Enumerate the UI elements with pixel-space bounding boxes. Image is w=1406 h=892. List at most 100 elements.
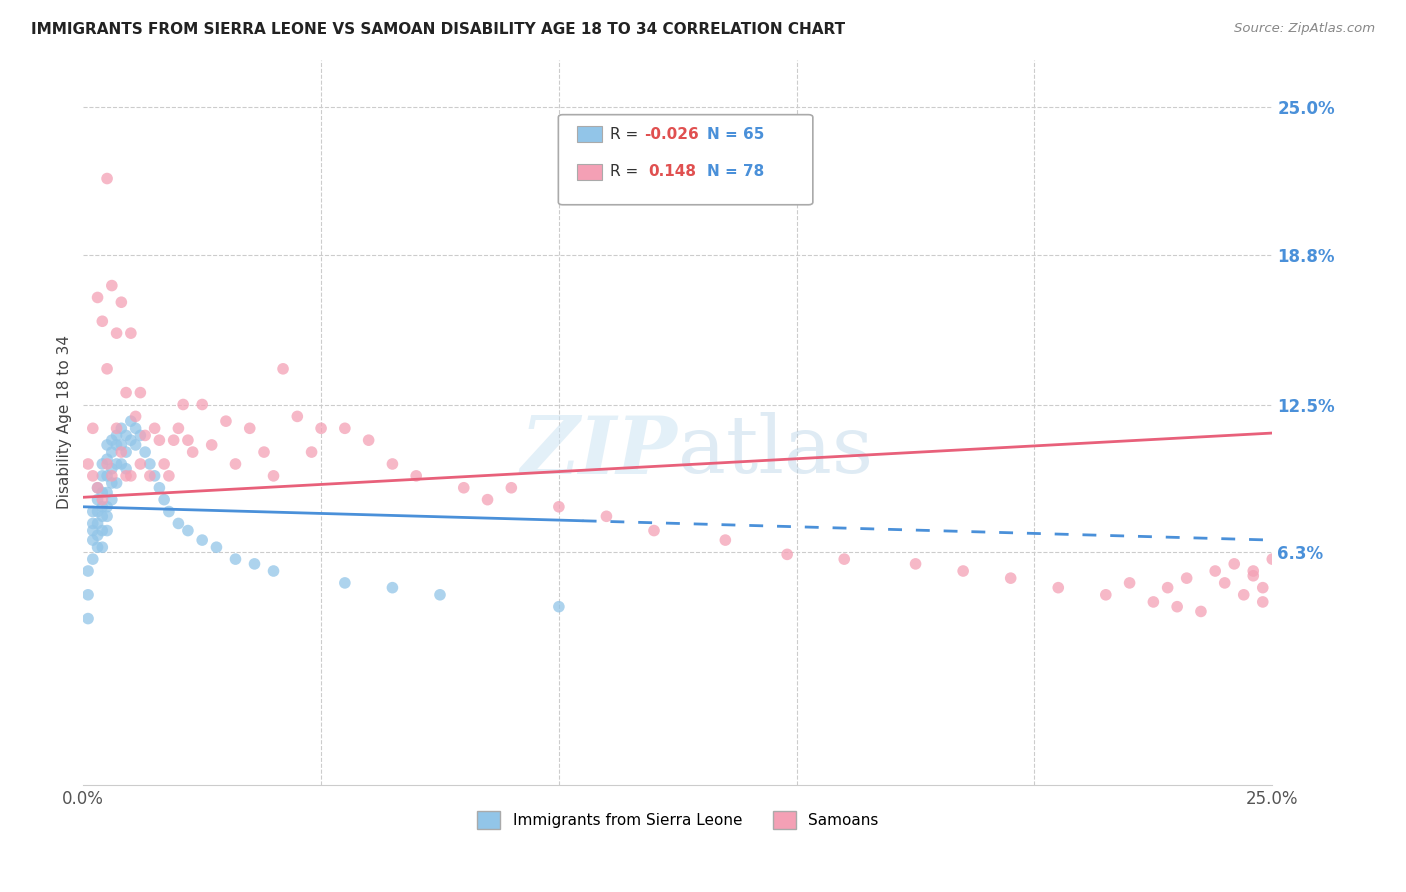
- Point: [82, 421, 104, 435]
- Point: [120, 414, 142, 428]
- Point: [172, 397, 194, 411]
- Point: [224, 457, 246, 471]
- Point: [96, 509, 118, 524]
- Point: [96, 171, 118, 186]
- Point: [1156, 581, 1178, 595]
- Point: [86, 504, 108, 518]
- Point: [1213, 575, 1236, 590]
- Point: [110, 457, 132, 471]
- Point: [91, 457, 114, 471]
- Point: [501, 481, 523, 495]
- Point: [91, 492, 114, 507]
- Point: [776, 547, 799, 561]
- Point: [82, 552, 104, 566]
- Point: [124, 409, 146, 424]
- Point: [167, 421, 190, 435]
- Point: [101, 475, 124, 490]
- Point: [429, 588, 451, 602]
- Text: N = 78: N = 78: [707, 164, 765, 179]
- Point: [381, 457, 404, 471]
- Point: [224, 552, 246, 566]
- Point: [86, 540, 108, 554]
- Point: [96, 468, 118, 483]
- Text: atlas: atlas: [678, 412, 873, 491]
- Point: [301, 445, 323, 459]
- Point: [1223, 557, 1246, 571]
- Point: [129, 428, 152, 442]
- Point: [139, 457, 162, 471]
- Point: [120, 468, 142, 483]
- Point: [105, 438, 128, 452]
- Point: [381, 581, 404, 595]
- Point: [1000, 571, 1022, 585]
- Point: [1251, 595, 1274, 609]
- Point: [143, 421, 166, 435]
- Point: [1241, 564, 1264, 578]
- Point: [86, 481, 108, 495]
- Point: [124, 421, 146, 435]
- Point: [453, 481, 475, 495]
- Point: [157, 468, 180, 483]
- Point: [96, 457, 118, 471]
- Point: [101, 445, 124, 459]
- Point: [77, 457, 100, 471]
- Point: [1261, 552, 1284, 566]
- Point: [105, 326, 128, 340]
- Point: [82, 504, 104, 518]
- Point: [82, 468, 104, 483]
- Point: [1047, 581, 1070, 595]
- Point: [91, 314, 114, 328]
- Point: [91, 500, 114, 514]
- Point: [1204, 564, 1226, 578]
- Point: [96, 524, 118, 538]
- Point: [115, 461, 138, 475]
- Text: R =: R =: [610, 127, 644, 142]
- Point: [105, 457, 128, 471]
- Point: [643, 524, 665, 538]
- Point: [115, 468, 138, 483]
- Point: [91, 509, 114, 524]
- Point: [105, 428, 128, 442]
- Point: [904, 557, 927, 571]
- Text: R =: R =: [610, 164, 648, 179]
- Point: [134, 428, 156, 442]
- Point: [115, 385, 138, 400]
- Point: [110, 438, 132, 452]
- Point: [96, 452, 118, 467]
- Point: [309, 421, 332, 435]
- Point: [153, 492, 176, 507]
- Point: [77, 611, 100, 625]
- Text: 0.148: 0.148: [648, 164, 696, 179]
- Point: [547, 500, 569, 514]
- Text: ZIP: ZIP: [520, 413, 678, 490]
- Point: [110, 445, 132, 459]
- Text: -0.026: -0.026: [644, 127, 699, 142]
- Point: [110, 295, 132, 310]
- Y-axis label: Disability Age 18 to 34: Disability Age 18 to 34: [58, 335, 72, 509]
- Point: [96, 361, 118, 376]
- Point: [134, 445, 156, 459]
- Point: [82, 524, 104, 538]
- Point: [263, 564, 285, 578]
- Point: [82, 516, 104, 531]
- Point: [139, 468, 162, 483]
- Point: [595, 509, 617, 524]
- Point: [191, 533, 214, 547]
- Point: [177, 524, 200, 538]
- Point: [101, 278, 124, 293]
- Point: [148, 481, 170, 495]
- Point: [405, 468, 427, 483]
- Point: [110, 421, 132, 435]
- Point: [105, 421, 128, 435]
- Point: [148, 433, 170, 447]
- Point: [157, 504, 180, 518]
- Point: [1175, 571, 1198, 585]
- Point: [181, 445, 204, 459]
- Point: [143, 468, 166, 483]
- Point: [832, 552, 855, 566]
- Point: [333, 575, 356, 590]
- Point: [253, 445, 276, 459]
- Point: [1118, 575, 1140, 590]
- Point: [86, 481, 108, 495]
- Point: [77, 564, 100, 578]
